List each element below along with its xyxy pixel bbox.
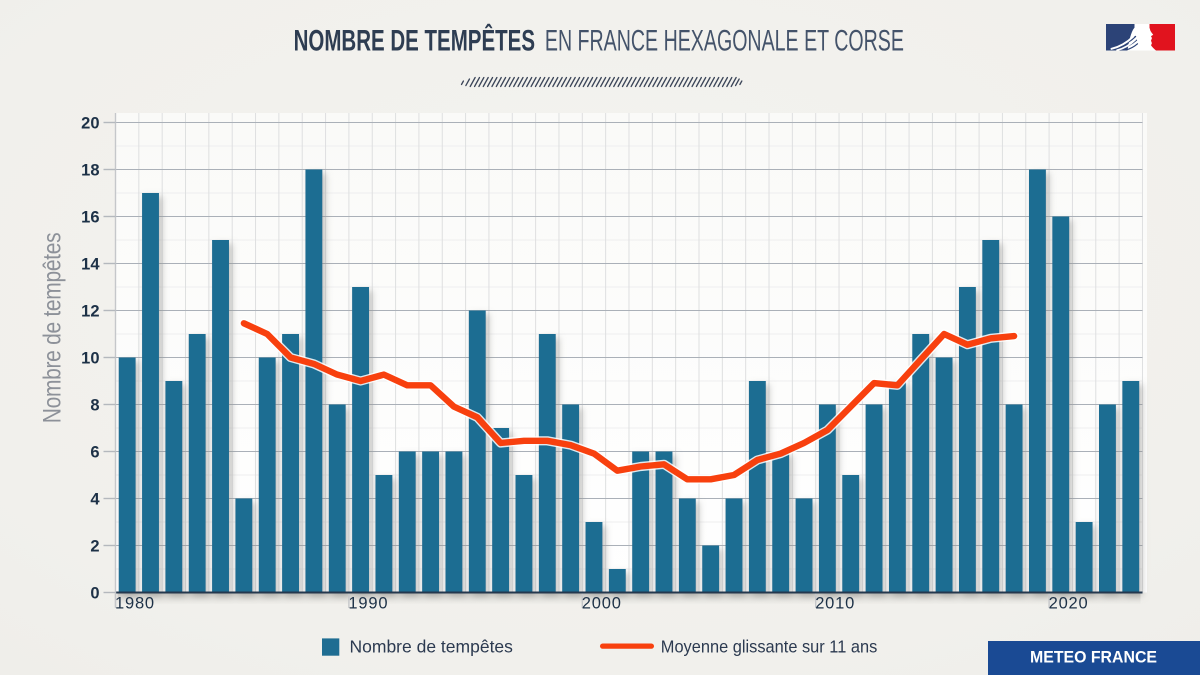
- svg-text:4: 4: [90, 491, 100, 509]
- svg-text:1980: 1980: [115, 595, 155, 613]
- svg-text:EN FRANCE HEXAGONALE ET CORSE: EN FRANCE HEXAGONALE ET CORSE: [545, 25, 904, 58]
- svg-text:14: 14: [81, 256, 100, 274]
- svg-text:Nombre de tempêtes: Nombre de tempêtes: [350, 637, 514, 657]
- svg-text:2000: 2000: [582, 595, 622, 613]
- svg-text:6: 6: [90, 444, 99, 462]
- svg-text:Moyenne glissante sur 11 ans: Moyenne glissante sur 11 ans: [661, 637, 878, 657]
- svg-text:Nombre de tempêtes: Nombre de tempêtes: [38, 233, 66, 424]
- svg-text:12: 12: [81, 303, 99, 321]
- svg-text:20: 20: [81, 115, 99, 133]
- svg-text:2: 2: [90, 538, 99, 556]
- svg-text:1990: 1990: [348, 595, 388, 613]
- svg-text:NOMBRE DE TEMPÊTES: NOMBRE DE TEMPÊTES: [294, 24, 535, 58]
- svg-text:2010: 2010: [815, 595, 855, 613]
- svg-text:2020: 2020: [1049, 595, 1089, 613]
- svg-text:0: 0: [90, 585, 99, 603]
- svg-text:16: 16: [81, 209, 99, 227]
- svg-text:METEO FRANCE: METEO FRANCE: [1030, 648, 1157, 667]
- svg-text:8: 8: [90, 397, 99, 415]
- svg-text:18: 18: [81, 162, 99, 180]
- svg-text:10: 10: [81, 350, 99, 368]
